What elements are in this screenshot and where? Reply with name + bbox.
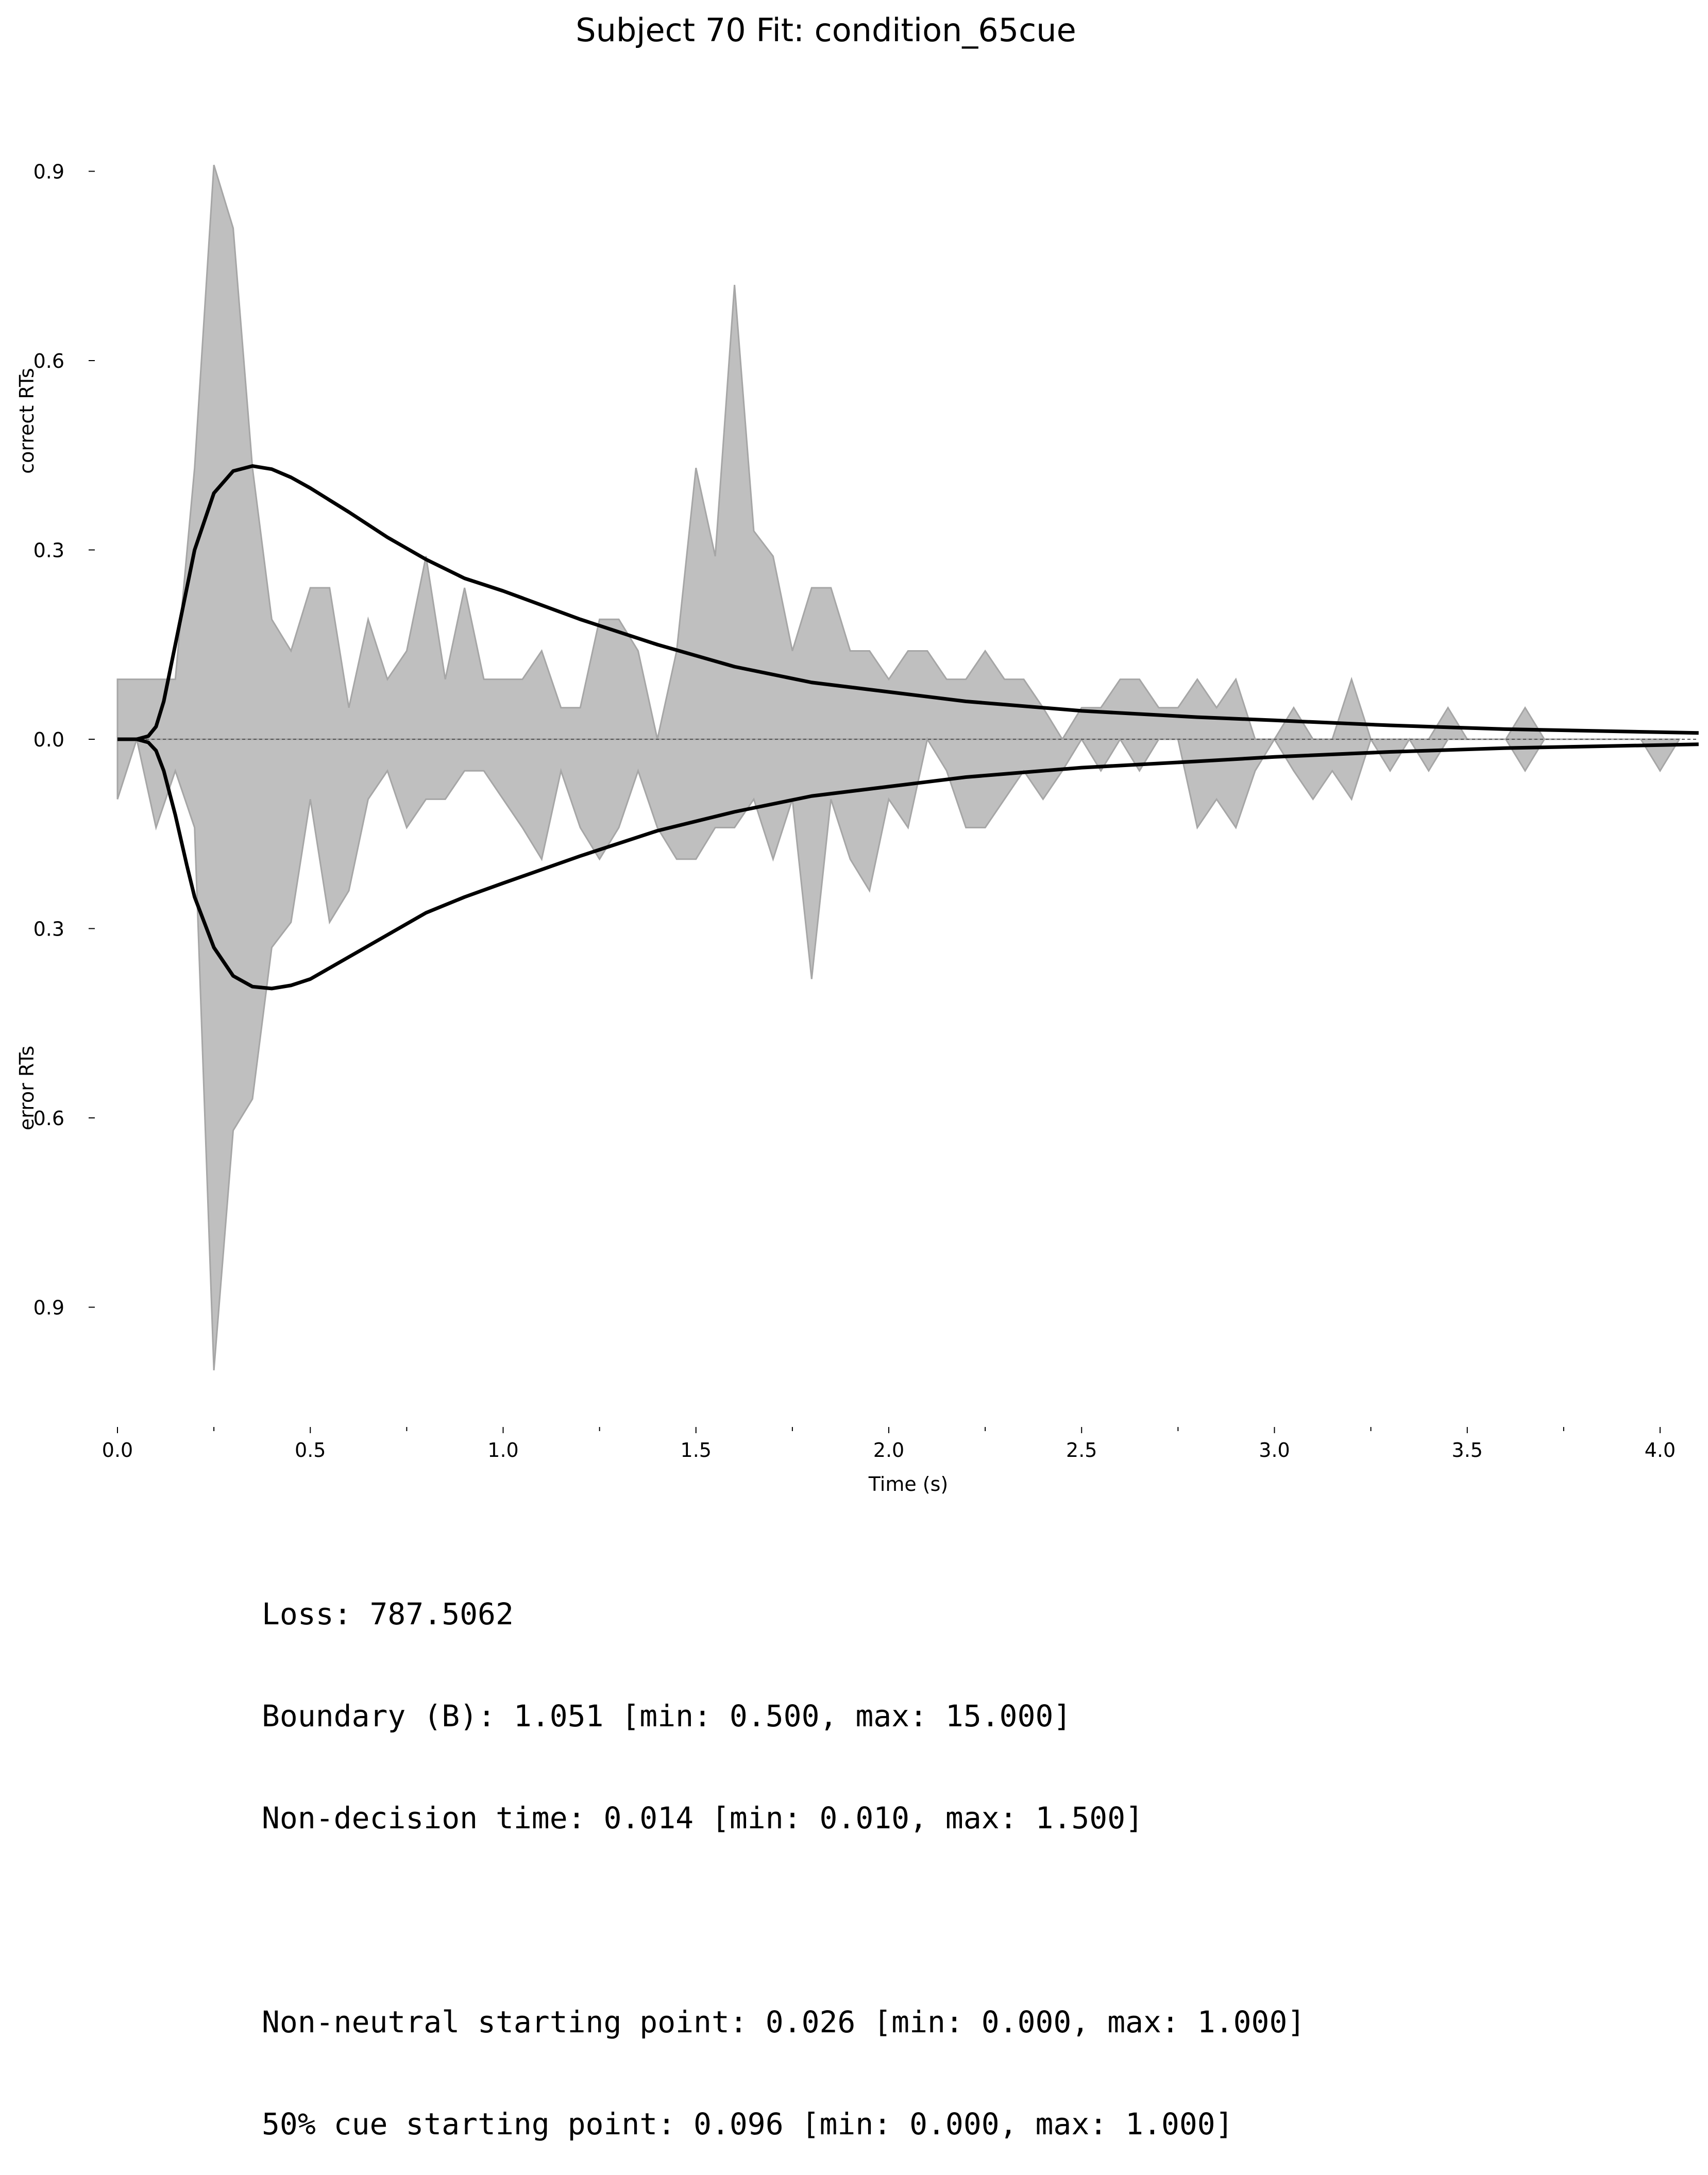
boundary-text: Boundary (B): 1.051 [min: 0.500, max: 15… bbox=[262, 1698, 1072, 1734]
model-error-curve bbox=[117, 737, 1699, 991]
x-tick-label: 0.0 bbox=[102, 1439, 133, 1462]
x-tick-label: 1.0 bbox=[487, 1439, 518, 1462]
y-tick-label: 0.9 bbox=[33, 161, 64, 183]
correct-rt-histogram bbox=[116, 164, 1680, 741]
y-tick-label: 0.3 bbox=[33, 539, 64, 562]
blank-line bbox=[262, 1903, 1305, 1937]
model-correct-curve bbox=[117, 464, 1699, 741]
y-axis-label-error: error RTs bbox=[15, 1046, 38, 1130]
y-axis-label-correct: correct RTs bbox=[15, 368, 38, 474]
error-rt-histogram bbox=[116, 736, 1681, 1371]
x-tick-label: 0.5 bbox=[295, 1439, 326, 1462]
x-axis: 0.0 0.5 1.0 1.5 2.0 2.5 3.0 3.5 4.0 bbox=[102, 1427, 1676, 1462]
x-tick-label: 1.5 bbox=[681, 1439, 712, 1462]
x-tick-label: 2.0 bbox=[873, 1439, 904, 1462]
x-tick-label: 3.5 bbox=[1452, 1439, 1483, 1462]
y-tick-label: 0.6 bbox=[33, 350, 64, 372]
fit-statistics: Loss: 787.5062 Boundary (B): 1.051 [min:… bbox=[262, 1529, 1305, 2175]
cue50-starting-point-text: 50% cue starting point: 0.096 [min: 0.00… bbox=[262, 2106, 1233, 2142]
y-tick-label: 0.3 bbox=[33, 918, 64, 941]
chart: Subject 70 Fit: condition_65cue 0.0 0.5 1.… bbox=[15, 11, 1699, 1496]
y-tick-label: 0.0 bbox=[33, 728, 64, 751]
x-tick-label: 3.0 bbox=[1259, 1439, 1290, 1462]
y-axis: 0.9 0.6 0.3 0.0 0.3 0.6 0.9 bbox=[33, 161, 95, 1319]
x-tick-label: 4.0 bbox=[1645, 1439, 1676, 1462]
x-axis-label: Time (s) bbox=[868, 1473, 949, 1496]
non-neutral-starting-point-text: Non-neutral starting point: 0.026 [min: … bbox=[262, 2004, 1306, 2040]
x-tick-label: 2.5 bbox=[1066, 1439, 1097, 1462]
y-tick-label: 0.9 bbox=[33, 1297, 64, 1319]
chart-title: Subject 70 Fit: condition_65cue bbox=[576, 11, 1076, 49]
non-decision-time-text: Non-decision time: 0.014 [min: 0.010, ma… bbox=[262, 1800, 1144, 1836]
plot-area bbox=[116, 164, 1699, 1371]
loss-text: Loss: 787.5062 bbox=[262, 1596, 514, 1632]
y-tick-label: 0.6 bbox=[33, 1107, 64, 1130]
